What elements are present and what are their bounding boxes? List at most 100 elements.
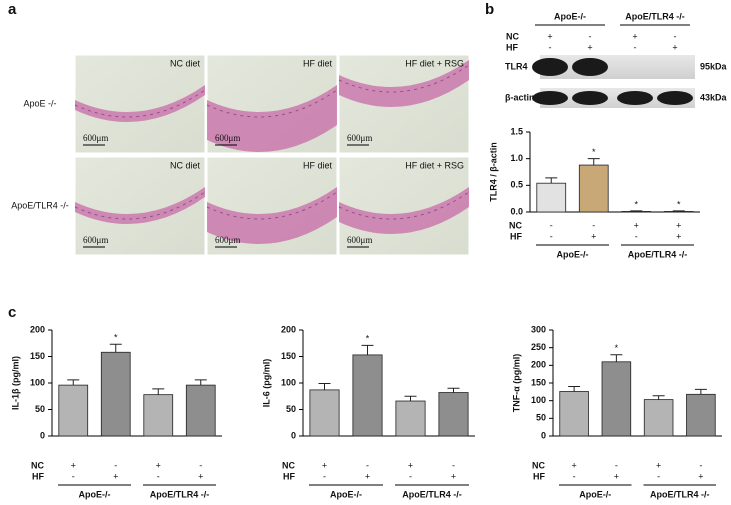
condition-mark: - (157, 471, 160, 481)
condition-mark: - (634, 42, 637, 52)
significance-star: * (366, 334, 370, 344)
significance-star: * (114, 333, 118, 343)
panel-label: a (8, 1, 17, 18)
group-label: ApoE/TLR4 -/- (650, 489, 710, 499)
bar (143, 394, 174, 437)
bar (185, 384, 216, 437)
group-label: ApoE/TLR4 -/- (628, 249, 688, 259)
error-bar (361, 344, 374, 355)
blot-band (657, 91, 693, 105)
y-tick-label: 0.5 (510, 180, 523, 190)
condition-label: HF (510, 231, 522, 241)
condition-mark: - (550, 220, 553, 230)
condition-mark: - (615, 460, 618, 470)
vessel-texture (206, 191, 338, 220)
image-label: NC diet (170, 58, 201, 68)
group-label: ApoE/TLR4 -/- (402, 489, 462, 499)
error-bar (109, 343, 122, 353)
error-bar (587, 158, 600, 166)
y-tick-label: 100 (281, 377, 296, 387)
condition-mark: + (156, 460, 161, 470)
row-label: ApoE -/- (23, 98, 56, 108)
significance-star: * (592, 147, 596, 157)
condition-mark: - (114, 460, 117, 470)
vessel-wall (207, 187, 337, 244)
condition-mark: - (323, 471, 326, 481)
y-tick-label: 250 (531, 342, 546, 352)
y-tick-label: 100 (30, 377, 45, 387)
condition-mark: - (409, 471, 412, 481)
condition-mark: - (573, 471, 576, 481)
significance-star: * (634, 199, 638, 209)
y-tick-label: 300 (531, 324, 546, 334)
error-bar (568, 386, 581, 392)
y-tick-label: 0.0 (510, 206, 523, 216)
panel-label: b (485, 1, 494, 18)
y-tick-label: 200 (281, 324, 296, 334)
error-bar (152, 388, 165, 395)
condition-mark: + (587, 42, 592, 52)
bar (578, 164, 609, 213)
y-tick-label: 150 (281, 351, 296, 361)
condition-mark: - (589, 31, 592, 41)
y-tick-label: 100 (531, 395, 546, 405)
error-bar (672, 210, 685, 212)
condition-mark: - (657, 471, 660, 481)
error-bar (404, 395, 417, 402)
condition-mark: - (699, 460, 702, 470)
group-label: ApoE-/- (330, 489, 362, 499)
bar (686, 393, 716, 437)
error-bar (318, 383, 331, 390)
error-bar (694, 388, 707, 395)
band-label: TLR4 (505, 61, 528, 71)
error-bar (610, 354, 623, 362)
condition-mark: + (198, 471, 203, 481)
condition-mark: + (676, 231, 681, 241)
condition-mark: + (698, 471, 703, 481)
vessel-wall (75, 85, 205, 122)
significance-star: * (615, 343, 619, 353)
condition-mark: + (656, 460, 661, 470)
group-label: ApoE-/- (557, 249, 589, 259)
bar (100, 351, 131, 437)
condition-label: NC (509, 220, 522, 230)
error-bar (630, 210, 643, 212)
significance-star: * (677, 199, 681, 209)
group-label: ApoE-/- (579, 489, 611, 499)
y-tick-label: 150 (531, 377, 546, 387)
image-label: HF diet + RSG (405, 58, 464, 68)
condition-mark: + (632, 31, 637, 41)
y-axis-label: TLR4 / β-actin (488, 142, 498, 202)
row-label: ApoE/TLR4 -/- (11, 200, 69, 210)
blot-band (532, 58, 568, 76)
condition-label: HF (506, 42, 518, 52)
vessel-wall (75, 187, 205, 224)
y-tick-label: 50 (286, 404, 296, 414)
scale-bar-label: 600μm (347, 133, 372, 143)
bar (309, 389, 340, 437)
y-axis-label: IL-1β (pg/ml) (10, 356, 20, 410)
condition-mark: + (676, 220, 681, 230)
y-axis-label: TNF-α (pg/ml) (511, 354, 521, 413)
condition-label: NC (506, 31, 519, 41)
condition-mark: - (452, 460, 455, 470)
scale-bar-label: 600μm (83, 235, 108, 245)
y-tick-label: 200 (30, 324, 45, 334)
y-tick-label: 0 (541, 430, 546, 440)
condition-mark: - (72, 471, 75, 481)
bar (352, 354, 383, 437)
condition-label: HF (283, 471, 295, 481)
condition-label: HF (533, 471, 545, 481)
error-bar (652, 395, 665, 400)
vessel-texture (74, 89, 206, 118)
vessel-wall (339, 187, 469, 234)
blot-band (572, 91, 608, 105)
condition-mark: + (591, 231, 596, 241)
condition-mark: + (672, 42, 677, 52)
condition-label: NC (282, 460, 295, 470)
condition-label: NC (532, 460, 545, 470)
condition-mark: - (366, 460, 369, 470)
image-label: HF diet + RSG (405, 160, 464, 170)
bar (621, 211, 652, 213)
y-tick-label: 0 (291, 430, 296, 440)
